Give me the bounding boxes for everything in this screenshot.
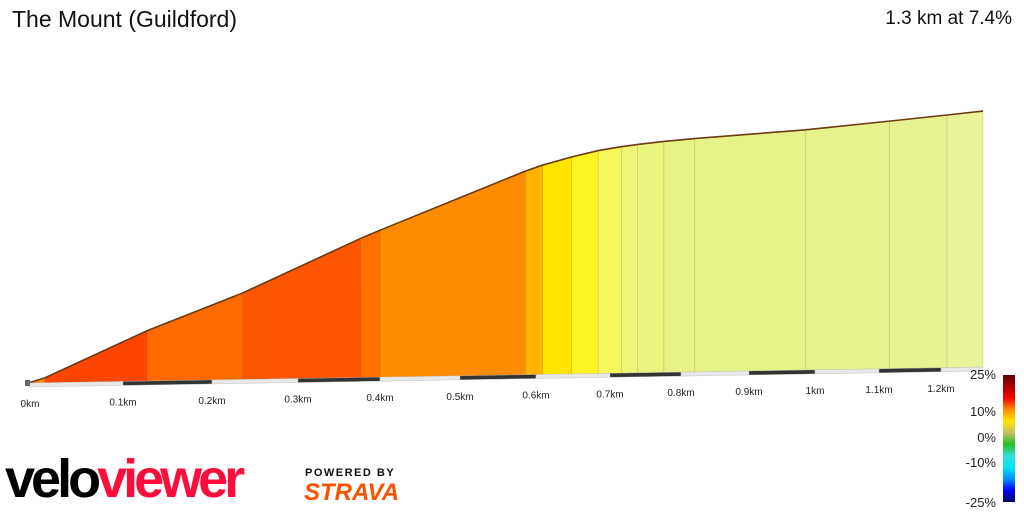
- legend-label: 0%: [977, 430, 996, 445]
- profile-segment[interactable]: [621, 144, 638, 374]
- profile-segment[interactable]: [597, 146, 622, 374]
- profile-segment[interactable]: [805, 120, 890, 371]
- profile-segments: [27, 110, 984, 384]
- strava-logo[interactable]: STRAVA: [304, 479, 400, 506]
- segment-summary: 1.3 km at 7.4%: [885, 8, 1012, 29]
- legend-label: 25%: [970, 367, 996, 382]
- x-tick-label: 0.4km: [366, 393, 393, 404]
- baseline-strip: [748, 369, 816, 376]
- legend-label: -10%: [966, 455, 997, 470]
- segment-title: The Mount (Guildford): [12, 6, 237, 32]
- profile-segment[interactable]: [637, 141, 665, 374]
- legend-label: -25%: [966, 495, 997, 510]
- veloviewer-logo[interactable]: veloviewer: [5, 449, 245, 509]
- x-axis-ticks: 0km 0.1km 0.2km 0.3km 0.4km 0.5km 0.6km 0.7km 0.…: [21, 384, 955, 410]
- powered-by-label: POWERED BY: [305, 467, 396, 479]
- x-tick-label: 1km: [806, 386, 825, 397]
- profile-segment[interactable]: [379, 170, 526, 378]
- x-tick-label: 0.5km: [446, 392, 473, 403]
- profile-segment[interactable]: [146, 292, 244, 382]
- baseline-strip: [878, 367, 942, 374]
- x-tick-label: 0.6km: [522, 391, 549, 402]
- x-tick-label: 0.9km: [735, 387, 762, 398]
- profile-segment[interactable]: [663, 138, 695, 373]
- x-tick-label: 1.2km: [927, 384, 954, 395]
- x-tick-label: 0.7km: [596, 389, 623, 400]
- x-tick-label: 0.1km: [109, 397, 136, 408]
- profile-segment[interactable]: [571, 150, 599, 375]
- profile-segment[interactable]: [542, 156, 572, 375]
- profile-segment[interactable]: [242, 237, 362, 380]
- profile-segment[interactable]: [360, 229, 381, 378]
- gradient-legend-bar: [1003, 375, 1015, 502]
- baseline-strip: [680, 370, 750, 377]
- x-tick-label: 0km: [21, 399, 40, 410]
- profile-top-edge: [27, 110, 984, 384]
- profile-segment[interactable]: [889, 114, 948, 369]
- baseline-strip: [940, 366, 984, 372]
- start-marker: [25, 380, 30, 386]
- legend-label: 10%: [970, 404, 996, 419]
- profile-segment[interactable]: [694, 129, 807, 373]
- x-tick-label: 0.2km: [198, 396, 225, 407]
- x-tick-label: 1.1km: [865, 385, 892, 396]
- profile-segment[interactable]: [525, 164, 543, 376]
- profile-segment[interactable]: [946, 110, 984, 368]
- distance-baseline: [25, 366, 984, 388]
- x-tick-label: 0.3km: [284, 395, 311, 406]
- baseline-strip: [814, 368, 880, 375]
- gradient-legend-labels: 25% 10% 0% -10% -25%: [966, 367, 997, 510]
- x-tick-label: 0.8km: [667, 388, 694, 399]
